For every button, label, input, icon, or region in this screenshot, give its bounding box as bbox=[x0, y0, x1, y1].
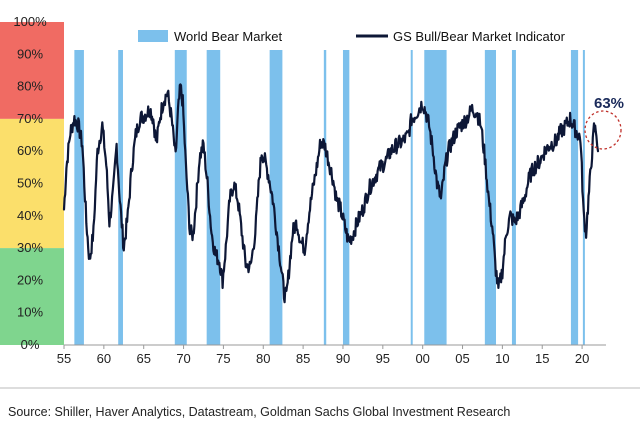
source-note: Source: Shiller, Haver Analytics, Datast… bbox=[8, 405, 510, 419]
y-axis-ticks: 0% 10% 20% 30% 40% 50% 60% 70% 80% 90% 100% bbox=[13, 14, 47, 352]
y-tick-9: 90% bbox=[17, 46, 43, 61]
x-tick-6: 85 bbox=[296, 351, 310, 366]
bear-market-bands bbox=[74, 50, 585, 345]
x-axis-ticks: 55 60 65 70 75 80 85 90 95 00 05 10 15 20 bbox=[57, 345, 589, 366]
x-tick-11: 10 bbox=[495, 351, 509, 366]
callout: 63% bbox=[584, 95, 624, 150]
bear-band-0 bbox=[74, 50, 84, 345]
legend-bear-label: World Bear Market bbox=[174, 29, 283, 44]
callout-label: 63% bbox=[594, 95, 624, 112]
bear-band-8 bbox=[424, 50, 447, 345]
zone-1 bbox=[0, 118, 64, 249]
x-tick-4: 75 bbox=[216, 351, 230, 366]
bear-band-3 bbox=[206, 50, 221, 345]
bear-band-7 bbox=[410, 50, 413, 345]
x-tick-5: 80 bbox=[256, 351, 270, 366]
y-tick-2: 20% bbox=[17, 272, 43, 287]
x-tick-7: 90 bbox=[336, 351, 350, 366]
y-tick-8: 80% bbox=[17, 79, 43, 94]
bear-band-9 bbox=[484, 50, 497, 345]
y-tick-6: 60% bbox=[17, 143, 43, 158]
bear-band-10 bbox=[511, 50, 516, 345]
y-tick-3: 30% bbox=[17, 240, 43, 255]
x-tick-0: 55 bbox=[57, 351, 71, 366]
y-tick-5: 50% bbox=[17, 176, 43, 191]
y-tick-0: 0% bbox=[21, 337, 40, 352]
bear-band-11 bbox=[570, 50, 579, 345]
x-tick-8: 95 bbox=[376, 351, 390, 366]
y-tick-1: 10% bbox=[17, 305, 43, 320]
zone-0 bbox=[0, 22, 64, 119]
x-tick-12: 15 bbox=[535, 351, 549, 366]
indicator-zones bbox=[0, 22, 64, 345]
bear-band-5 bbox=[323, 50, 327, 345]
y-tick-10: 100% bbox=[13, 14, 47, 29]
x-tick-1: 60 bbox=[97, 351, 111, 366]
indicator-line bbox=[62, 83, 600, 304]
y-tick-4: 40% bbox=[17, 208, 43, 223]
callout-circle bbox=[584, 110, 622, 150]
legend: World Bear Market GS Bull/Bear Market In… bbox=[138, 29, 566, 44]
bear-band-2 bbox=[174, 50, 187, 345]
x-tick-9: 00 bbox=[415, 351, 429, 366]
y-tick-7: 70% bbox=[17, 111, 43, 126]
bear-band-4 bbox=[269, 50, 283, 345]
legend-line-label: GS Bull/Bear Market Indicator bbox=[393, 29, 566, 44]
x-tick-3: 70 bbox=[176, 351, 190, 366]
legend-bear-swatch bbox=[138, 30, 168, 42]
x-tick-13: 20 bbox=[575, 351, 589, 366]
x-tick-10: 05 bbox=[455, 351, 469, 366]
bear-band-6 bbox=[342, 50, 350, 345]
zone-2 bbox=[0, 248, 64, 345]
x-tick-2: 65 bbox=[136, 351, 150, 366]
